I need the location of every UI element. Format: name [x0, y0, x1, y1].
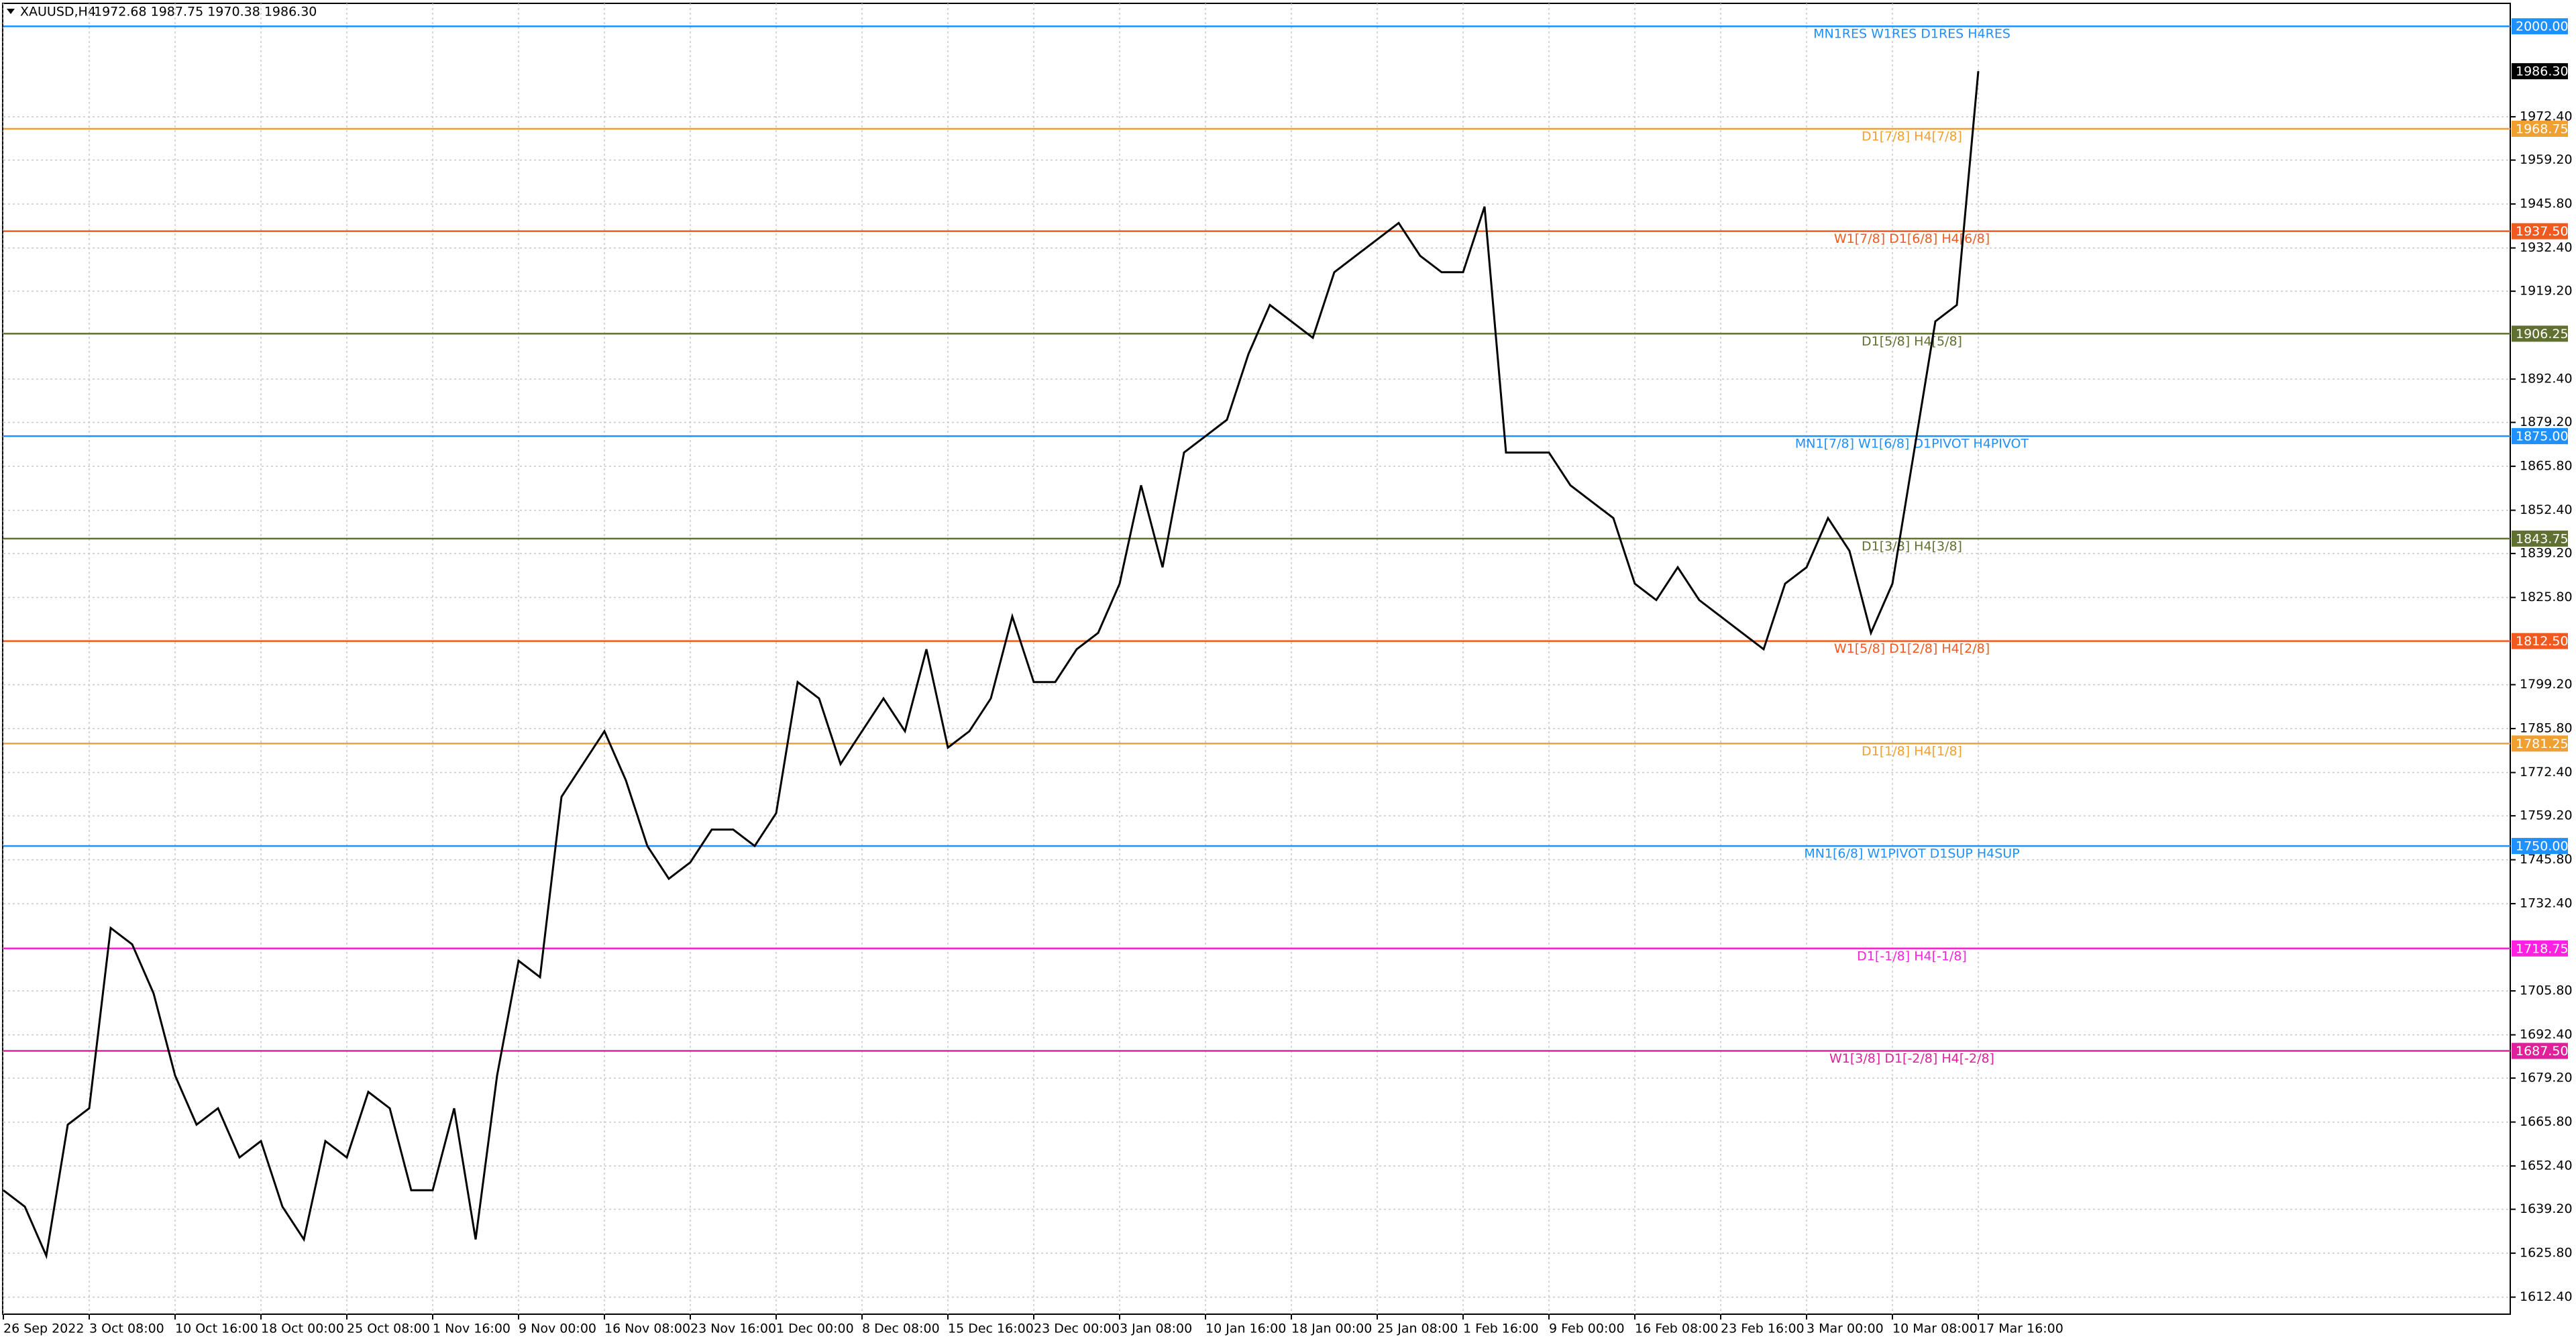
level-price-box	[2512, 940, 2568, 957]
level-text: D1[3/8] H4[3/8]	[1862, 539, 1962, 553]
level-price-box	[2512, 428, 2568, 445]
y-tick-label: 1759.20	[2520, 808, 2573, 823]
x-tick-label: 18 Oct 00:00	[261, 1322, 344, 1336]
x-tick-label: 23 Dec 00:00	[1034, 1322, 1120, 1336]
x-tick-label: 9 Feb 00:00	[1549, 1322, 1625, 1336]
level-price-label: 1968.75	[2516, 121, 2569, 136]
x-tick-label: 1 Dec 00:00	[776, 1322, 854, 1336]
level-price-box	[2512, 18, 2568, 35]
y-tick-label: 1745.80	[2520, 852, 2573, 867]
x-tick-label: 16 Feb 08:00	[1635, 1322, 1719, 1336]
x-tick-label: 23 Nov 16:00	[690, 1322, 776, 1336]
y-tick-label: 1692.40	[2520, 1027, 2573, 1042]
x-tick-label: 17 Mar 16:00	[1978, 1322, 2063, 1336]
level-text: MN1[6/8] W1PIVOT D1SUP H4SUP	[1804, 847, 2019, 861]
x-tick-label: 15 Dec 16:00	[948, 1322, 1034, 1336]
x-tick-label: 3 Jan 08:00	[1120, 1322, 1192, 1336]
y-tick-label: 1679.20	[2520, 1071, 2573, 1085]
level-text: W1[7/8] D1[6/8] H4[6/8]	[1834, 231, 1990, 246]
x-tick-label: 10 Mar 08:00	[1892, 1322, 1978, 1336]
y-tick-label: 1865.80	[2520, 459, 2573, 474]
level-text: D1[-1/8] H4[-1/8]	[1857, 949, 1967, 963]
x-tick-label: 10 Jan 16:00	[1205, 1322, 1286, 1336]
level-text: D1[7/8] H4[7/8]	[1862, 129, 1962, 144]
y-tick-label: 1799.20	[2520, 677, 2573, 692]
x-tick-label: 18 Jan 00:00	[1291, 1322, 1372, 1336]
y-tick-label: 1665.80	[2520, 1114, 2573, 1129]
y-tick-label: 1639.20	[2520, 1201, 2573, 1216]
level-text: D1[1/8] H4[1/8]	[1862, 744, 1962, 759]
level-price-box	[2512, 1042, 2568, 1059]
level-price-box	[2512, 735, 2568, 752]
level-price-box	[2512, 530, 2568, 547]
y-tick-label: 1852.40	[2520, 502, 2573, 517]
y-tick-label: 1825.80	[2520, 590, 2573, 604]
level-price-label: 1687.50	[2516, 1044, 2569, 1059]
x-tick-label: 3 Oct 08:00	[89, 1322, 164, 1336]
y-tick-label: 1839.20	[2520, 546, 2573, 561]
x-tick-label: 10 Oct 16:00	[175, 1322, 258, 1336]
x-tick-label: 16 Nov 08:00	[604, 1322, 690, 1336]
y-tick-label: 1932.40	[2520, 240, 2573, 255]
level-price-label: 1718.75	[2516, 941, 2569, 956]
y-tick-label: 1772.40	[2520, 765, 2573, 780]
level-price-label: 1937.50	[2516, 224, 2569, 239]
y-tick-label: 1625.80	[2520, 1246, 2573, 1261]
y-tick-label: 1959.20	[2520, 152, 2573, 167]
x-tick-label: 3 Mar 00:00	[1807, 1322, 1884, 1336]
symbol: XAUUSD,H4	[20, 5, 96, 19]
level-text: MN1RES W1RES D1RES H4RES	[1813, 27, 2010, 42]
last-price-box	[2512, 63, 2568, 80]
level-price-label: 1812.50	[2516, 634, 2569, 649]
x-tick-label: 1 Nov 16:00	[433, 1322, 511, 1336]
y-tick-label: 1785.80	[2520, 721, 2573, 736]
y-tick-label: 1652.40	[2520, 1159, 2573, 1173]
level-price-box	[2512, 120, 2568, 137]
price-line	[3, 71, 1980, 1260]
x-tick-label: 26 Sep 2022	[3, 1322, 84, 1336]
y-tick-label: 1705.80	[2520, 983, 2573, 998]
x-tick-label: 25 Jan 08:00	[1377, 1322, 1458, 1336]
level-text: W1[5/8] D1[2/8] H4[2/8]	[1834, 641, 1990, 656]
level-price-label: 1843.75	[2516, 531, 2569, 546]
level-price-label: 1875.00	[2516, 429, 2569, 444]
level-text: D1[5/8] H4[5/8]	[1862, 334, 1962, 349]
ohlc: 1972.68 1987.75 1970.38 1986.30	[94, 5, 317, 19]
level-price-box	[2512, 838, 2568, 855]
level-price-label: 1750.00	[2516, 839, 2569, 854]
y-tick-label: 1732.40	[2520, 896, 2573, 911]
x-tick-label: 1 Feb 16:00	[1463, 1322, 1539, 1336]
y-tick-label: 1972.40	[2520, 109, 2573, 124]
level-price-box	[2512, 325, 2568, 342]
x-tick-label: 8 Dec 08:00	[862, 1322, 940, 1336]
plot-frame	[2, 3, 2511, 1315]
level-price-label: 2000.00	[2516, 19, 2569, 34]
level-text: MN1[7/8] W1[6/8] D1PIVOT H4PIVOT	[1795, 437, 2029, 451]
level-price-box	[2512, 633, 2568, 649]
level-price-label: 1906.25	[2516, 327, 2569, 341]
y-tick-label: 1919.20	[2520, 284, 2573, 299]
y-tick-label: 1892.40	[2520, 372, 2573, 386]
last-price-label: 1986.30	[2516, 64, 2569, 79]
x-tick-label: 9 Nov 00:00	[519, 1322, 596, 1336]
level-text: W1[3/8] D1[-2/8] H4[-2/8]	[1829, 1051, 1994, 1066]
x-tick-label: 25 Oct 08:00	[347, 1322, 430, 1336]
y-tick-label: 1879.20	[2520, 415, 2573, 429]
level-price-label: 1781.25	[2516, 737, 2569, 751]
menu-arrow[interactable]	[7, 9, 15, 14]
x-tick-label: 23 Feb 16:00	[1721, 1322, 1805, 1336]
level-price-box	[2512, 223, 2568, 239]
y-tick-label: 1945.80	[2520, 197, 2573, 211]
y-tick-label: 1612.40	[2520, 1289, 2573, 1304]
